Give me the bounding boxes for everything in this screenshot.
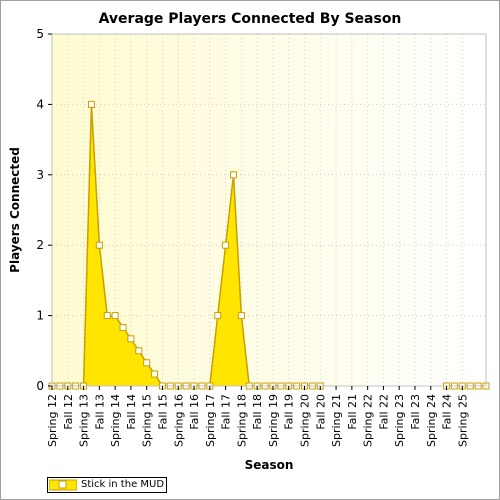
data-point xyxy=(135,347,143,355)
data-point xyxy=(103,312,111,320)
y-tick-label: 3 xyxy=(36,168,44,182)
x-tick-label: Spring 19 xyxy=(267,394,280,447)
x-tick-label: Fall 23 xyxy=(409,394,422,430)
x-tick-label: Fall 13 xyxy=(93,394,106,430)
x-tick-label: Spring 17 xyxy=(204,394,217,447)
x-tick-label: Fall 24 xyxy=(441,394,454,430)
plot-border xyxy=(51,33,487,387)
data-point xyxy=(111,312,119,320)
x-tick-label: Spring 21 xyxy=(330,394,343,447)
x-tick-label: Spring 24 xyxy=(425,394,438,447)
chart-title: Average Players Connected By Season xyxy=(99,11,402,27)
y-tick-label: 2 xyxy=(36,238,44,252)
x-tick-label: Fall 17 xyxy=(220,394,233,430)
data-point xyxy=(222,241,230,249)
x-tick-label: Fall 12 xyxy=(62,394,75,430)
legend-label: Stick in the MUD xyxy=(81,479,165,490)
x-tick-label: Fall 14 xyxy=(125,394,138,430)
legend-swatch-icon xyxy=(49,479,77,491)
data-point xyxy=(237,312,245,320)
legend: Stick in the MUD xyxy=(47,477,167,493)
x-tick-label: Spring 12 xyxy=(46,394,59,447)
data-point xyxy=(151,370,159,378)
x-tick-label: Spring 18 xyxy=(235,394,248,447)
x-tick-label: Spring 25 xyxy=(456,394,469,447)
y-axis-title: Players Connected xyxy=(8,147,22,273)
y-tick-label: 1 xyxy=(36,309,44,323)
x-tick-label: Fall 21 xyxy=(346,394,359,430)
x-tick-label: Spring 16 xyxy=(172,394,185,447)
x-tick-label: Fall 22 xyxy=(377,394,390,430)
x-tick-label: Fall 15 xyxy=(156,394,169,430)
data-point xyxy=(87,100,95,108)
y-tick-label: 0 xyxy=(36,379,44,393)
x-tick-label: Fall 18 xyxy=(251,394,264,430)
x-tick-label: Spring 23 xyxy=(393,394,406,447)
x-tick-label: Fall 19 xyxy=(283,394,296,430)
data-point xyxy=(127,335,135,343)
data-point xyxy=(119,324,127,332)
x-tick-label: Fall 20 xyxy=(314,394,327,430)
data-point xyxy=(214,312,222,320)
x-axis-title: Season xyxy=(245,458,294,472)
x-tick-label: Spring 22 xyxy=(362,394,375,447)
y-tick-label: 5 xyxy=(36,27,44,41)
x-tick-label: Spring 13 xyxy=(78,394,91,447)
data-point xyxy=(229,171,237,179)
x-tick-label: Spring 15 xyxy=(141,394,154,447)
x-tick-label: Spring 14 xyxy=(109,394,122,447)
data-point xyxy=(143,359,151,367)
x-tick-label: Spring 20 xyxy=(299,394,312,447)
y-tick-label: 4 xyxy=(36,97,44,111)
x-tick-label: Fall 16 xyxy=(188,394,201,430)
data-point xyxy=(95,241,103,249)
